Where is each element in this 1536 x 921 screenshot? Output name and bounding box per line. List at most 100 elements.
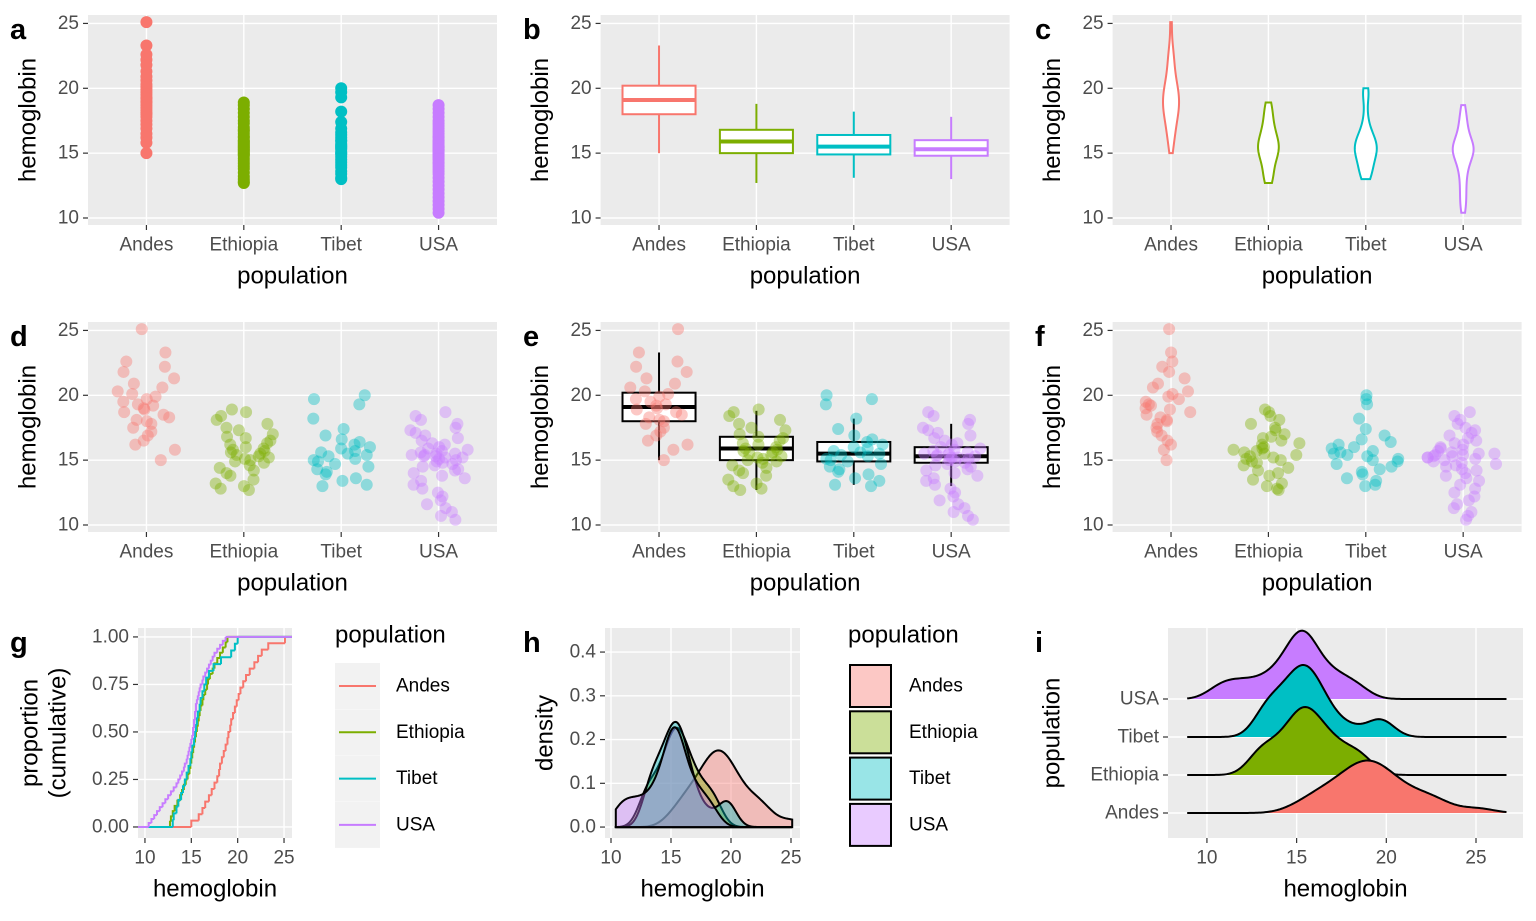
ecdf-step xyxy=(216,647,221,653)
point xyxy=(140,136,153,149)
legend-label: Tibet xyxy=(396,768,438,789)
point xyxy=(1264,410,1277,423)
y-tick-label: 15 xyxy=(1082,450,1103,471)
point xyxy=(1160,413,1173,426)
y-axis-title: hemoglobin xyxy=(15,58,42,182)
ecdf-step xyxy=(196,710,200,719)
point xyxy=(1327,447,1340,460)
legend-swatch xyxy=(849,710,892,755)
ecdf-step xyxy=(164,798,169,804)
point xyxy=(865,480,878,493)
y-axis-title: hemoglobin xyxy=(15,365,42,489)
ecdf-step xyxy=(193,719,196,728)
point xyxy=(1151,417,1164,430)
ecdf-step xyxy=(224,743,228,751)
legend-swatch xyxy=(849,664,892,708)
point xyxy=(438,438,451,451)
ecdf-step xyxy=(193,737,196,746)
point xyxy=(1258,447,1271,460)
point xyxy=(417,450,430,463)
ecdf-step xyxy=(171,819,174,827)
ecdf-step xyxy=(194,711,197,721)
x-tick-label: Andes xyxy=(1144,235,1198,256)
point xyxy=(630,403,643,416)
point xyxy=(258,445,271,458)
point xyxy=(456,451,469,464)
point xyxy=(1457,448,1470,461)
ecdf-step xyxy=(197,691,200,697)
point xyxy=(1273,413,1286,426)
point xyxy=(446,458,459,471)
point xyxy=(668,377,681,390)
panel: d population hemoglobin 10 15 20 25 Andes Ethiop… xyxy=(10,320,497,597)
ridge-line xyxy=(1187,759,1507,814)
y-tick-label: 10 xyxy=(58,207,79,228)
ecdf-step xyxy=(213,651,218,657)
point xyxy=(638,385,651,398)
point xyxy=(232,424,245,437)
point xyxy=(659,398,672,411)
ecdf-step xyxy=(169,815,173,822)
point xyxy=(861,442,874,455)
point xyxy=(1448,486,1461,499)
point xyxy=(117,395,130,408)
point xyxy=(653,390,666,403)
ecdf-step xyxy=(227,730,231,739)
point xyxy=(1370,474,1383,487)
point xyxy=(449,447,462,460)
point xyxy=(657,454,670,467)
y-tick-label: 10 xyxy=(1082,514,1103,535)
point xyxy=(1184,406,1197,419)
point xyxy=(1459,467,1472,480)
point xyxy=(1490,458,1503,471)
point xyxy=(138,403,151,416)
ecdf-step xyxy=(221,646,226,653)
ecdf-step xyxy=(161,802,166,808)
point xyxy=(215,410,228,423)
ecdf-step xyxy=(172,786,177,792)
ecdf-step xyxy=(187,750,190,756)
point xyxy=(214,482,227,495)
point xyxy=(240,406,253,419)
point xyxy=(149,390,162,403)
point xyxy=(431,486,444,499)
panel: a population hemoglobin 10 15 20 25 Andes Ethiop… xyxy=(10,13,497,290)
y-tick-label: 25 xyxy=(58,320,79,341)
ecdf-step xyxy=(191,744,195,753)
ridge-line xyxy=(1187,663,1507,738)
point xyxy=(1465,506,1478,519)
ecdf-step xyxy=(226,737,229,745)
point xyxy=(461,443,474,456)
point xyxy=(349,445,362,458)
point xyxy=(322,450,335,463)
point xyxy=(945,438,958,451)
x-tick-label: Ethiopia xyxy=(209,542,278,563)
point xyxy=(875,458,888,471)
x-tick-label: 10 xyxy=(600,848,621,869)
panel: b population hemoglobin 10 15 20 25 Andes Ethiop… xyxy=(523,13,1010,290)
ecdf-step xyxy=(190,751,193,760)
point xyxy=(756,452,769,465)
y-tick-label: 15 xyxy=(58,450,79,471)
ecdf-step xyxy=(183,778,187,787)
panel-tag: e xyxy=(523,321,539,353)
y-tick-label: 25 xyxy=(570,320,591,341)
panel-background xyxy=(88,15,497,225)
point xyxy=(865,393,878,406)
point xyxy=(766,446,779,459)
point xyxy=(335,91,348,104)
point xyxy=(640,372,653,385)
point xyxy=(1334,446,1347,459)
point xyxy=(129,438,142,451)
x-axis-title: population xyxy=(750,263,861,290)
panel: f population hemoglobin 10 15 20 25 Andes Ethiop… xyxy=(1035,320,1522,597)
point xyxy=(1460,472,1473,485)
ecdf-step xyxy=(248,667,255,675)
point xyxy=(832,423,845,436)
point xyxy=(671,355,684,368)
ecdf-step xyxy=(172,812,177,821)
legend-swatch xyxy=(849,802,892,847)
point xyxy=(927,472,940,485)
x-tick-label: 10 xyxy=(134,848,155,869)
point xyxy=(736,437,749,450)
